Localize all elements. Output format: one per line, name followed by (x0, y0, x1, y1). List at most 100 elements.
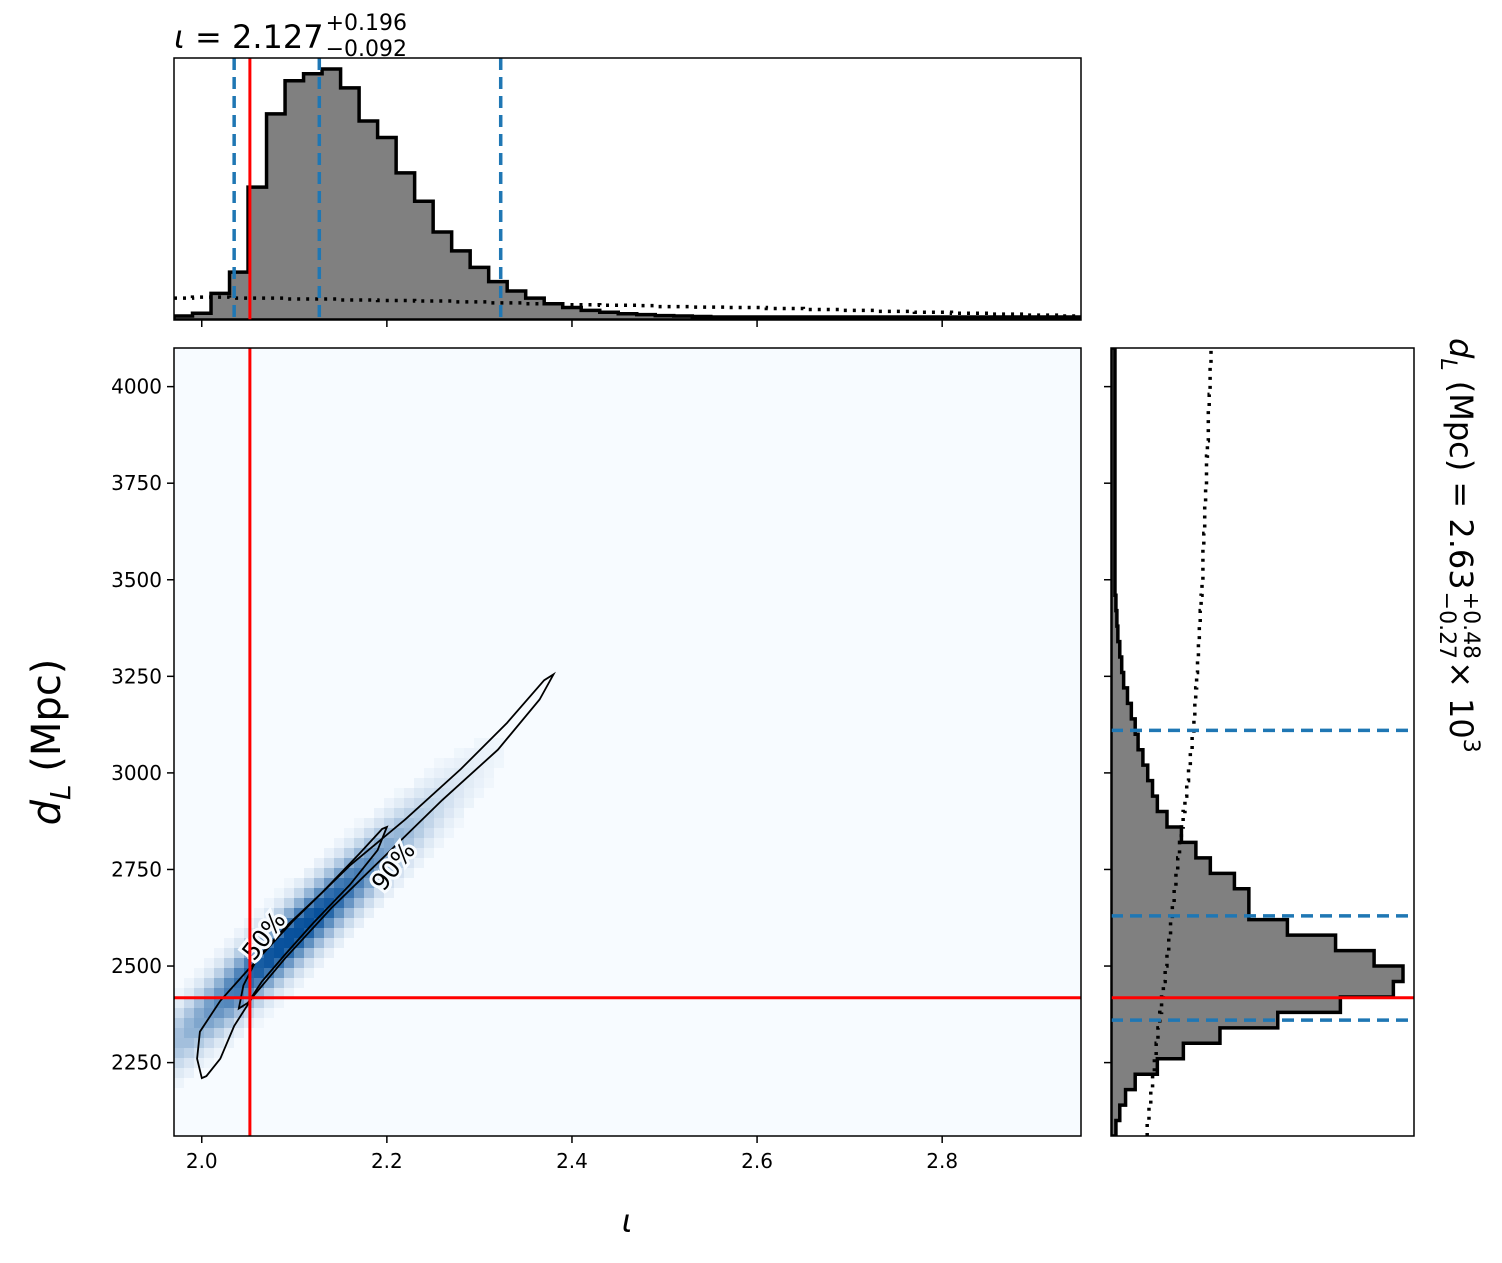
density-cell-59 (224, 1008, 234, 1018)
density-cell-2 (174, 1008, 184, 1018)
density-cell-232 (384, 818, 394, 828)
density-cell-258 (404, 868, 414, 878)
density-cell-257 (404, 858, 414, 868)
density-cell-60 (224, 1018, 234, 1028)
density-cell-138 (294, 928, 304, 938)
density-cell-20 (194, 968, 204, 978)
density-cell-186 (334, 928, 344, 938)
density-cell-165 (314, 958, 324, 968)
density-cell-13 (184, 1008, 194, 1018)
density-cell-127 (284, 938, 294, 948)
density-cell-40 (204, 1058, 214, 1068)
density-cell-126 (284, 928, 294, 938)
density-cell-287 (444, 768, 454, 778)
density-cell-198 (344, 928, 354, 938)
density-cell-246 (394, 848, 404, 858)
density-cell-93 (254, 988, 264, 998)
density-cell-61 (224, 1028, 234, 1038)
density-cell-279 (434, 778, 444, 788)
density-cell-160 (314, 908, 324, 918)
density-cell-194 (344, 888, 354, 898)
density-cell-241 (394, 798, 404, 808)
density-cell-65 (234, 948, 244, 958)
density-cell-228 (374, 888, 384, 898)
density-cell-251 (404, 798, 414, 808)
density-cell-265 (414, 838, 424, 848)
density-cell-295 (454, 758, 464, 768)
density-cell-30 (204, 958, 214, 968)
density-cell-122 (284, 888, 294, 898)
density-cell-224 (374, 848, 384, 858)
density-cell-42 (214, 958, 224, 968)
density-cell-261 (414, 798, 424, 808)
iota-histogram (174, 67, 1081, 320)
density-cell-38 (204, 1038, 214, 1048)
density-cell-111 (274, 908, 284, 918)
svg-text:dL (Mpc) = 2.63: dL (Mpc) = 2.63 (1435, 338, 1480, 590)
density-cell-188 (344, 828, 354, 838)
density-cell-110 (274, 898, 284, 908)
density-cell-3 (174, 1018, 184, 1028)
density-cell-33 (204, 988, 214, 998)
density-cell-285 (434, 838, 444, 848)
density-cell-271 (424, 798, 434, 808)
density-cell-193 (344, 878, 354, 888)
density-cell-154 (304, 968, 314, 978)
density-cell-184 (334, 908, 344, 918)
density-cell-218 (364, 898, 374, 908)
density-cell-69 (234, 988, 244, 998)
density-cell-4 (174, 1028, 184, 1038)
density-cell-115 (274, 948, 284, 958)
density-cell-247 (394, 858, 404, 868)
density-cell-44 (214, 978, 224, 988)
density-cell-209 (354, 918, 364, 928)
density-cell-196 (344, 908, 354, 918)
density-cell-239 (384, 888, 394, 898)
density-cell-135 (294, 898, 304, 908)
density-cell-112 (274, 918, 284, 928)
density-cell-178 (334, 848, 344, 858)
density-cell-304 (464, 768, 474, 778)
density-cell-216 (364, 878, 374, 888)
density-cell-16 (184, 1038, 194, 1048)
density-cell-199 (354, 818, 364, 828)
density-cell-166 (324, 848, 334, 858)
density-cell-197 (344, 918, 354, 928)
density-cell-305 (464, 778, 474, 788)
density-cell-8 (174, 1068, 184, 1078)
iota-title-value: = 2.127 (185, 18, 324, 56)
density-cell-243 (394, 818, 404, 828)
density-cell-19 (184, 1068, 194, 1078)
density-cell-136 (294, 908, 304, 918)
density-cell-203 (354, 858, 364, 868)
density-cell-205 (354, 878, 364, 888)
density-cell-17 (184, 1048, 194, 1058)
density-cell-1 (174, 998, 184, 1008)
density-cell-89 (254, 948, 264, 958)
density-cell-286 (444, 758, 454, 768)
density-cell-45 (214, 988, 224, 998)
density-cell-87 (254, 928, 264, 938)
density-cell-292 (444, 818, 454, 828)
density-cell-151 (304, 938, 314, 948)
density-cell-173 (324, 918, 334, 928)
y-label-unit: (Mpc) (24, 659, 70, 785)
density-cell-226 (374, 868, 384, 878)
density-cell-282 (434, 808, 444, 818)
dl-title-value: (Mpc) = 2.63 (1442, 371, 1480, 590)
density-cell-220 (374, 808, 384, 818)
density-cell-207 (354, 898, 364, 908)
density-cell-249 (394, 878, 404, 888)
density-cell-230 (384, 798, 394, 808)
density-cell-267 (414, 858, 424, 868)
density-cell-108 (264, 1008, 274, 1018)
density-cell-284 (434, 828, 444, 838)
density-cell-299 (454, 798, 464, 808)
density-cell-32 (204, 978, 214, 988)
density-cell-68 (234, 978, 244, 988)
density-cell-137 (294, 918, 304, 928)
density-cell-159 (314, 898, 324, 908)
density-cell-242 (394, 808, 404, 818)
density-cell-269 (424, 778, 434, 788)
density-cell-195 (344, 898, 354, 908)
